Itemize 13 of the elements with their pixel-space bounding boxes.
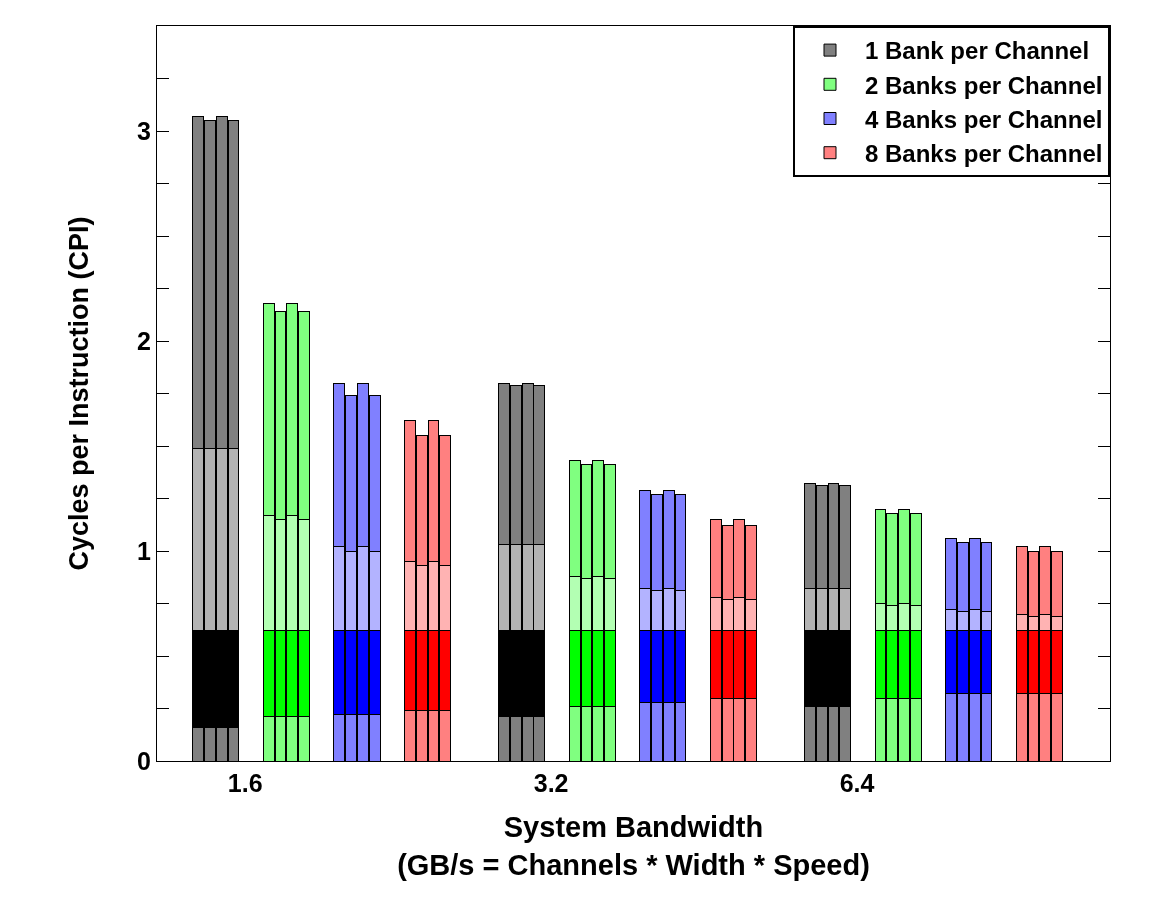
x-axis-title: System Bandwidth (GB/s = Channels * Width * Speed)	[397, 810, 870, 881]
legend-label: 8 Banks per Channel	[865, 140, 1103, 168]
y-tick-label: 0	[137, 746, 151, 775]
legend-label: 4 Banks per Channel	[865, 105, 1103, 133]
y-tick-label: 2	[137, 326, 151, 355]
y-tick-label: 1	[137, 536, 152, 565]
x-tick-label: 1.6	[227, 769, 263, 797]
x-tick-label: 6.4	[839, 769, 875, 797]
y-axis-title: Cycles per Instruction (CPI)	[64, 216, 95, 571]
x-tick-label: 3.2	[533, 769, 569, 797]
legend-label: 1 Bank per Channel	[865, 37, 1090, 65]
y-tick-label: 3	[137, 116, 151, 145]
legend-label: 2 Banks per Channel	[865, 71, 1103, 99]
